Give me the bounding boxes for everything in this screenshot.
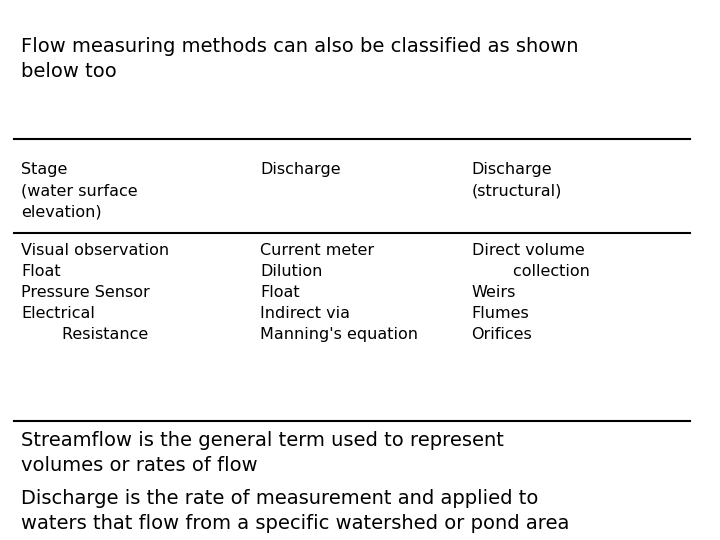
Text: Visual observation
Float
Pressure Sensor
Electrical
        Resistance: Visual observation Float Pressure Sensor… [21, 243, 169, 342]
Text: Discharge
(structural): Discharge (structural) [472, 162, 562, 198]
Text: Discharge: Discharge [261, 162, 341, 177]
Text: Streamflow is the general term used to represent
volumes or rates of flow: Streamflow is the general term used to r… [21, 431, 504, 476]
Text: Stage
(water surface
elevation): Stage (water surface elevation) [21, 162, 138, 219]
Text: Direct volume
        collection
Weirs
Flumes
Orifices: Direct volume collection Weirs Flumes Or… [472, 243, 590, 342]
Text: Flow measuring methods can also be classified as shown
below too: Flow measuring methods can also be class… [21, 37, 579, 80]
Text: Discharge is the rate of measurement and applied to
waters that flow from a spec: Discharge is the rate of measurement and… [21, 489, 570, 533]
Text: Current meter
Dilution
Float
Indirect via
Manning's equation: Current meter Dilution Float Indirect vi… [261, 243, 418, 342]
